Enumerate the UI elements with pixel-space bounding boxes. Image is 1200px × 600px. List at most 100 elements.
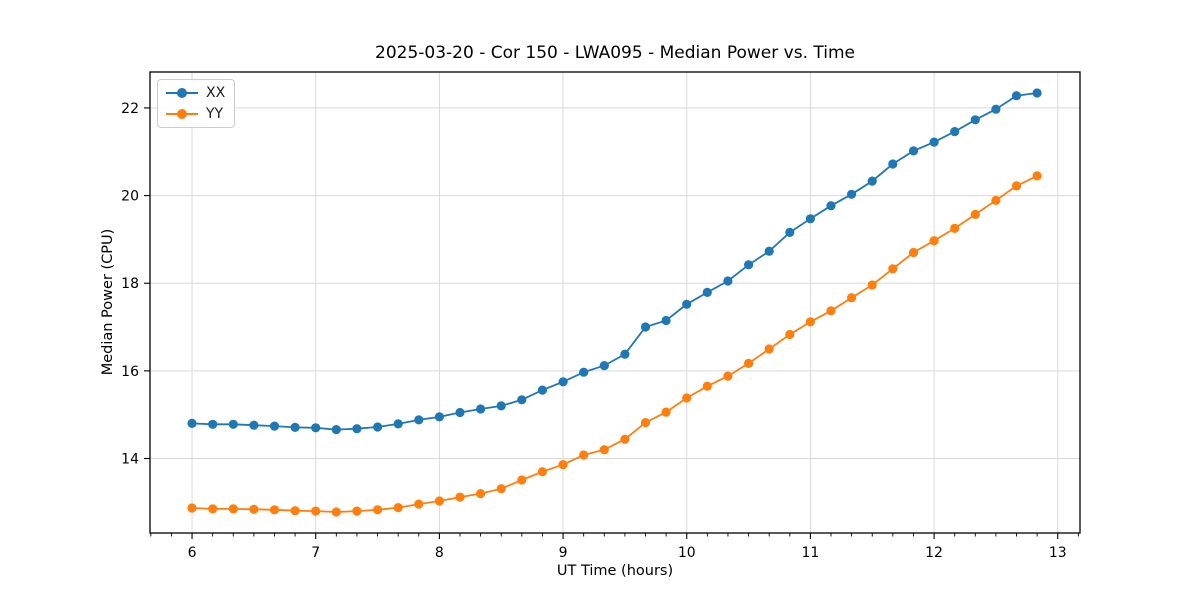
- data-point-xx: [537, 385, 548, 395]
- data-point-xx: [682, 299, 692, 309]
- data-point-xx: [558, 377, 568, 387]
- data-point-yy: [744, 358, 754, 368]
- data-point-xx: [496, 401, 506, 411]
- data-point-xx: [208, 419, 218, 429]
- data-point-yy: [805, 317, 816, 327]
- data-point-yy: [331, 507, 341, 517]
- data-point-yy: [888, 264, 898, 274]
- data-point-xx: [764, 246, 774, 256]
- y-tick-label: 16: [121, 364, 139, 380]
- data-point-xx: [785, 227, 795, 237]
- data-point-xx: [352, 424, 362, 434]
- data-point-yy: [352, 506, 362, 516]
- data-point-xx: [950, 127, 960, 137]
- x-tick-label: 7: [311, 545, 320, 561]
- data-point-yy: [249, 504, 259, 514]
- data-point-xx: [455, 407, 465, 418]
- data-point-xx: [290, 422, 300, 432]
- grid: [150, 72, 1080, 533]
- data-point-xx: [311, 423, 321, 433]
- y-tick-label: 18: [121, 276, 139, 292]
- data-point-xx: [517, 395, 527, 405]
- data-point-xx: [414, 415, 424, 425]
- data-point-yy: [682, 393, 692, 403]
- series-yy: [187, 171, 1042, 517]
- data-point-yy: [455, 492, 465, 502]
- data-point-xx: [723, 276, 733, 286]
- x-tick-label: 9: [559, 545, 568, 561]
- legend-label-yy: YY: [206, 106, 224, 122]
- data-point-yy: [826, 306, 836, 316]
- data-point-yy: [620, 434, 630, 444]
- data-point-yy: [970, 209, 980, 219]
- data-point-yy: [764, 344, 774, 354]
- legend: XX YY: [157, 79, 236, 128]
- data-point-yy: [228, 504, 238, 514]
- x-tick-label: 12: [925, 545, 943, 561]
- x-tick-label: 8: [435, 545, 444, 561]
- data-point-xx: [640, 322, 651, 332]
- data-point-xx: [476, 404, 486, 414]
- data-point-yy: [599, 445, 609, 455]
- y-tick-label: 22: [121, 101, 139, 117]
- x-tick-label: 13: [1049, 545, 1067, 561]
- data-point-xx: [702, 287, 712, 297]
- x-tick-label: 10: [678, 545, 696, 561]
- data-point-yy: [640, 418, 651, 428]
- y-major-ticks: 14 16 18 20 22: [121, 101, 150, 467]
- data-point-xx: [929, 137, 939, 147]
- y-tick-label: 14: [121, 451, 139, 467]
- x-tick-label: 6: [188, 545, 197, 561]
- legend-line-sample-xx: [166, 88, 198, 98]
- data-point-yy: [908, 247, 919, 258]
- data-point-xx: [908, 146, 919, 156]
- data-point-yy: [558, 460, 568, 470]
- data-point-xx: [620, 349, 630, 359]
- x-axis-label: UT Time (hours): [556, 563, 674, 579]
- data-point-yy: [1032, 171, 1042, 181]
- data-point-xx: [249, 420, 259, 430]
- legend-entry-yy: YY: [165, 104, 225, 124]
- data-point-xx: [888, 159, 898, 169]
- data-point-yy: [187, 503, 197, 513]
- data-point-xx: [826, 201, 836, 211]
- data-point-xx: [1032, 88, 1042, 98]
- data-point-yy: [950, 223, 960, 233]
- data-point-yy: [537, 467, 548, 477]
- legend-entry-xx: XX: [165, 83, 225, 103]
- data-point-yy: [579, 450, 589, 460]
- data-point-yy: [373, 505, 383, 515]
- data-point-xx: [1011, 91, 1022, 101]
- data-point-yy: [496, 484, 506, 494]
- data-point-xx: [847, 189, 857, 199]
- x-major-ticks: 6 7 8 9 10 11 12 13: [188, 533, 1067, 561]
- data-point-yy: [434, 496, 444, 506]
- data-point-yy: [661, 407, 671, 417]
- data-point-yy: [208, 504, 218, 514]
- axes-spines: [149, 71, 1081, 534]
- data-point-yy: [393, 503, 403, 513]
- data-point-yy: [414, 499, 424, 509]
- data-point-yy: [476, 489, 486, 499]
- data-point-xx: [187, 418, 197, 428]
- data-point-yy: [867, 280, 877, 290]
- data-point-yy: [785, 329, 795, 340]
- data-point-xx: [579, 367, 589, 377]
- data-point-xx: [867, 176, 877, 186]
- data-point-xx: [991, 104, 1001, 114]
- data-point-yy: [723, 371, 733, 381]
- y-axis-label: Median Power (CPU): [100, 228, 116, 376]
- data-point-yy: [702, 381, 712, 391]
- data-point-yy: [311, 506, 321, 516]
- data-point-yy: [991, 195, 1001, 205]
- data-point-xx: [970, 115, 980, 125]
- x-tick-label: 11: [801, 545, 819, 561]
- y-tick-label: 20: [121, 188, 139, 204]
- data-point-yy: [269, 505, 280, 515]
- chart-title: 2025-03-20 - Cor 150 - LWA095 - Median P…: [375, 43, 855, 63]
- data-point-xx: [661, 315, 671, 326]
- data-point-xx: [393, 419, 403, 429]
- data-point-xx: [228, 419, 238, 429]
